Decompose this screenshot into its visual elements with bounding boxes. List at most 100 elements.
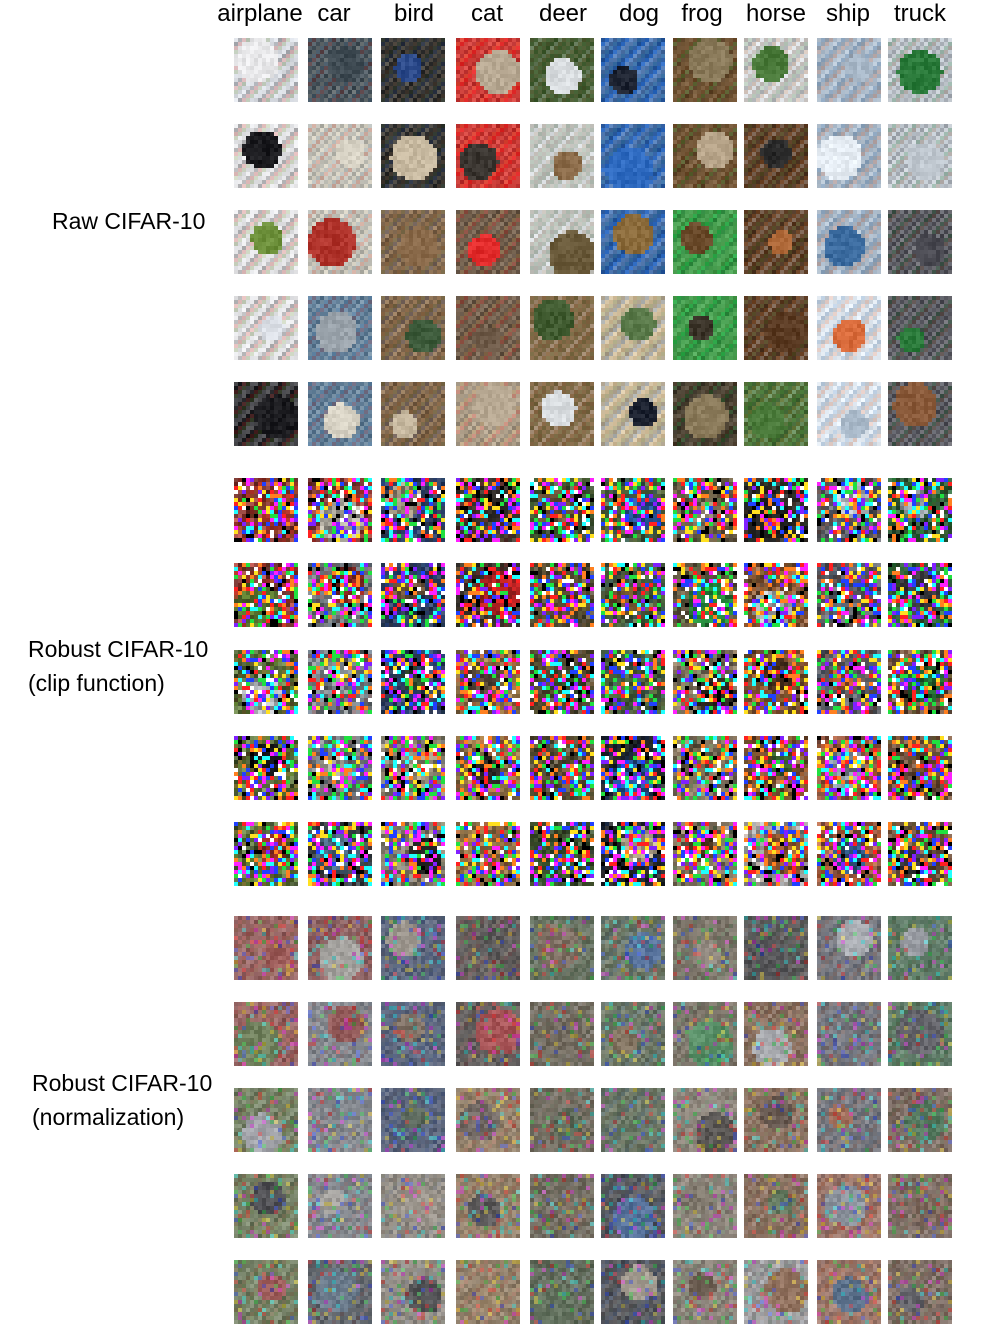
image-norm-horse-5 (744, 1260, 808, 1324)
image-raw-airplane-3 (234, 210, 298, 274)
image-raw-bird-5 (381, 382, 445, 446)
image-norm-frog-3 (673, 1088, 737, 1152)
image-norm-horse-3 (744, 1088, 808, 1152)
image-raw-horse-2 (744, 124, 808, 188)
image-raw-airplane-5 (234, 382, 298, 446)
image-clip-frog-5 (673, 822, 737, 886)
image-norm-ship-2 (817, 1002, 881, 1066)
image-clip-dog-4 (601, 736, 665, 800)
image-norm-dog-5 (601, 1260, 665, 1324)
class-header-deer: deer (513, 0, 613, 28)
image-norm-horse-1 (744, 916, 808, 980)
image-norm-truck-2 (888, 1002, 952, 1066)
class-header-car: car (284, 0, 384, 28)
section-label-clip: Robust CIFAR-10 (clip function) (28, 632, 208, 700)
image-raw-dog-4 (601, 296, 665, 360)
image-norm-frog-4 (673, 1174, 737, 1238)
image-clip-horse-1 (744, 478, 808, 542)
image-norm-frog-1 (673, 916, 737, 980)
image-raw-bird-3 (381, 210, 445, 274)
class-header-truck: truck (870, 0, 970, 28)
image-clip-ship-3 (817, 650, 881, 714)
image-raw-car-3 (308, 210, 372, 274)
image-raw-ship-2 (817, 124, 881, 188)
image-clip-horse-5 (744, 822, 808, 886)
image-raw-deer-3 (530, 210, 594, 274)
image-raw-airplane-4 (234, 296, 298, 360)
image-norm-airplane-5 (234, 1260, 298, 1324)
image-clip-deer-3 (530, 650, 594, 714)
image-raw-bird-1 (381, 38, 445, 102)
image-clip-truck-2 (888, 563, 952, 627)
section-label-line: Raw CIFAR-10 (52, 204, 205, 238)
image-raw-horse-5 (744, 382, 808, 446)
image-clip-frog-3 (673, 650, 737, 714)
image-norm-bird-5 (381, 1260, 445, 1324)
image-raw-car-2 (308, 124, 372, 188)
image-norm-bird-2 (381, 1002, 445, 1066)
class-header-dog: dog (589, 0, 689, 28)
section-label-line: Robust CIFAR-10 (28, 632, 208, 666)
image-clip-cat-5 (456, 822, 520, 886)
image-norm-bird-1 (381, 916, 445, 980)
image-raw-truck-2 (888, 124, 952, 188)
image-raw-truck-5 (888, 382, 952, 446)
image-norm-cat-3 (456, 1088, 520, 1152)
image-clip-car-2 (308, 563, 372, 627)
image-clip-truck-5 (888, 822, 952, 886)
image-clip-horse-4 (744, 736, 808, 800)
image-norm-frog-2 (673, 1002, 737, 1066)
image-norm-cat-2 (456, 1002, 520, 1066)
image-clip-dog-5 (601, 822, 665, 886)
image-raw-ship-5 (817, 382, 881, 446)
section-label-line: Robust CIFAR-10 (32, 1066, 212, 1100)
image-raw-truck-4 (888, 296, 952, 360)
image-raw-horse-1 (744, 38, 808, 102)
image-clip-ship-1 (817, 478, 881, 542)
image-norm-car-3 (308, 1088, 372, 1152)
image-clip-truck-1 (888, 478, 952, 542)
image-raw-dog-5 (601, 382, 665, 446)
image-norm-ship-1 (817, 916, 881, 980)
image-raw-deer-1 (530, 38, 594, 102)
image-norm-airplane-3 (234, 1088, 298, 1152)
image-norm-ship-4 (817, 1174, 881, 1238)
image-clip-deer-1 (530, 478, 594, 542)
image-raw-dog-3 (601, 210, 665, 274)
image-clip-truck-3 (888, 650, 952, 714)
image-raw-airplane-2 (234, 124, 298, 188)
image-clip-airplane-1 (234, 478, 298, 542)
image-norm-bird-4 (381, 1174, 445, 1238)
image-norm-cat-1 (456, 916, 520, 980)
section-label-line: (clip function) (28, 666, 208, 700)
image-raw-airplane-1 (234, 38, 298, 102)
image-raw-cat-1 (456, 38, 520, 102)
class-header-horse: horse (726, 0, 826, 28)
image-norm-dog-1 (601, 916, 665, 980)
image-norm-bird-3 (381, 1088, 445, 1152)
image-raw-bird-4 (381, 296, 445, 360)
image-clip-bird-3 (381, 650, 445, 714)
image-clip-frog-4 (673, 736, 737, 800)
image-clip-airplane-4 (234, 736, 298, 800)
image-clip-ship-2 (817, 563, 881, 627)
image-norm-airplane-1 (234, 916, 298, 980)
image-raw-frog-5 (673, 382, 737, 446)
image-clip-ship-4 (817, 736, 881, 800)
image-clip-cat-1 (456, 478, 520, 542)
image-norm-cat-5 (456, 1260, 520, 1324)
image-clip-airplane-3 (234, 650, 298, 714)
image-clip-car-1 (308, 478, 372, 542)
image-clip-frog-2 (673, 563, 737, 627)
image-clip-bird-2 (381, 563, 445, 627)
image-clip-ship-5 (817, 822, 881, 886)
image-norm-dog-2 (601, 1002, 665, 1066)
class-header-cat: cat (437, 0, 537, 28)
image-clip-dog-1 (601, 478, 665, 542)
image-clip-deer-2 (530, 563, 594, 627)
class-header-airplane: airplane (210, 0, 310, 28)
image-raw-ship-3 (817, 210, 881, 274)
image-norm-car-1 (308, 916, 372, 980)
image-clip-bird-1 (381, 478, 445, 542)
image-norm-car-4 (308, 1174, 372, 1238)
